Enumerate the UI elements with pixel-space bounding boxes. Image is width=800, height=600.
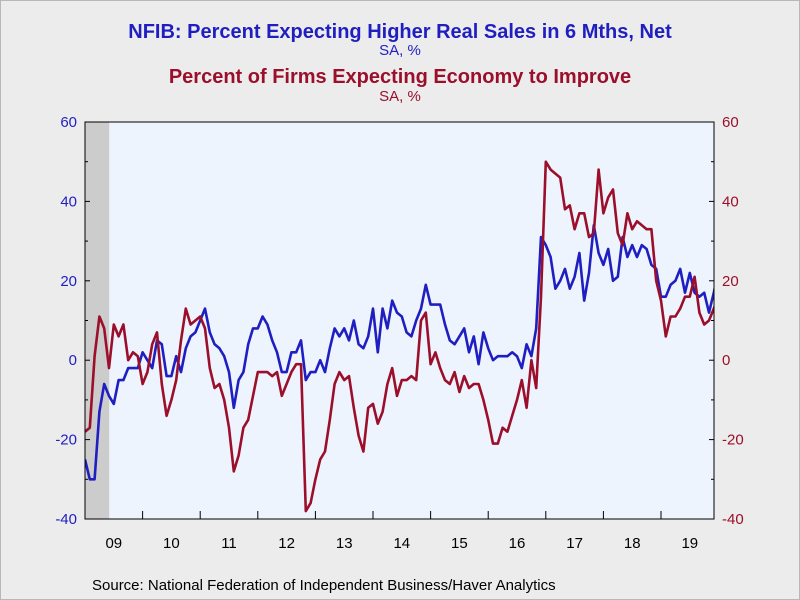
y-tick-label-left: 40 bbox=[60, 193, 77, 210]
series-line-1 bbox=[85, 223, 714, 481]
chart-subtitle-2: SA, % bbox=[379, 88, 421, 105]
x-tick-label: 16 bbox=[509, 535, 526, 552]
plot-area bbox=[85, 122, 714, 519]
y-tick-label-right: 60 bbox=[722, 114, 739, 131]
y-tick-label-left: 60 bbox=[60, 114, 77, 131]
y-tick-label-left: -20 bbox=[55, 432, 77, 449]
chart-title-2: Percent of Firms Expecting Economy to Im… bbox=[168, 66, 632, 88]
y-tick-label-right: -20 bbox=[722, 432, 744, 449]
x-tick-label: 18 bbox=[624, 535, 641, 552]
y-tick-label-left: 20 bbox=[60, 273, 77, 290]
x-tick-label: 17 bbox=[566, 535, 583, 552]
x-tick-label: 15 bbox=[451, 535, 468, 552]
x-tick-label: 19 bbox=[681, 535, 698, 552]
x-tick-label: 10 bbox=[163, 535, 180, 552]
y-tick-label-left: 0 bbox=[69, 352, 77, 369]
y-tick-label-left: -40 bbox=[55, 511, 77, 528]
x-tick-label: 13 bbox=[336, 535, 353, 552]
y-tick-label-right: -40 bbox=[722, 511, 744, 528]
chart-title-1: NFIB: Percent Expecting Higher Real Sale… bbox=[128, 21, 672, 43]
x-tick-label: 12 bbox=[278, 535, 295, 552]
y-tick-label-right: 0 bbox=[722, 352, 730, 369]
source-note: Source: National Federation of Independe… bbox=[92, 577, 556, 594]
y-tick-label-right: 40 bbox=[722, 193, 739, 210]
x-tick-label: 14 bbox=[393, 535, 410, 552]
x-tick-label: 09 bbox=[105, 535, 122, 552]
chart-subtitle-1: SA, % bbox=[379, 42, 421, 59]
x-tick-label: 11 bbox=[221, 535, 237, 552]
y-tick-label-right: 20 bbox=[722, 273, 739, 290]
series-line-2 bbox=[85, 160, 714, 513]
